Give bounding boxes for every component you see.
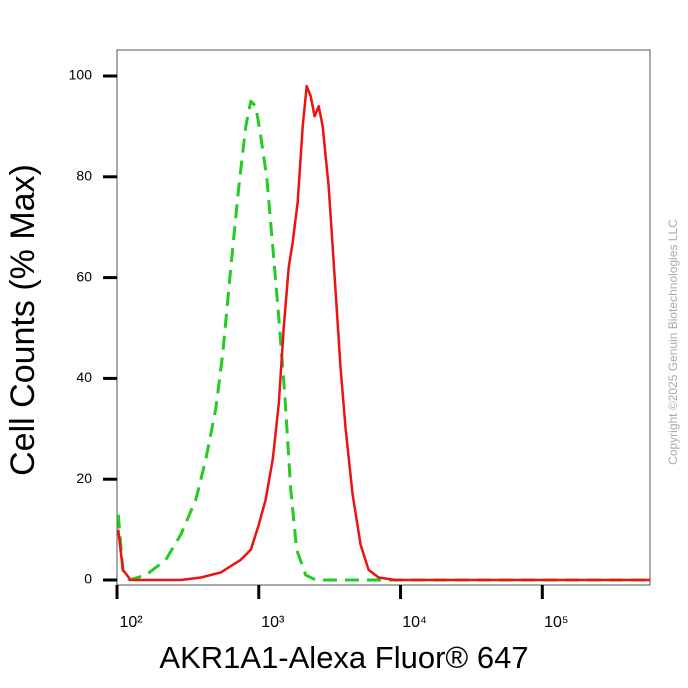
watermark: Copyright ©2025 Genuin Biotechnologies L… — [666, 219, 680, 465]
y-axis-label: Cell Counts (% Max) — [4, 164, 42, 476]
x-tick-label: 10² — [119, 614, 143, 631]
y-tick-label: 20 — [76, 470, 92, 486]
histogram-line — [116, 99, 650, 582]
y-tick-label: 100 — [69, 67, 93, 83]
x-axis-label: AKR1A1-Alexa Fluor® 647 — [159, 640, 528, 675]
x-tick-label: 10³ — [261, 614, 285, 631]
plot-frame — [116, 49, 651, 586]
y-tick-label: 60 — [76, 268, 92, 284]
histogram-line — [116, 84, 650, 582]
y-tick-label: 80 — [76, 168, 92, 184]
y-tick-label: 40 — [76, 369, 92, 385]
x-tick-label: 10⁴ — [402, 614, 427, 631]
y-tick-label: 0 — [84, 571, 92, 587]
x-tick-label: 10⁵ — [544, 614, 568, 631]
